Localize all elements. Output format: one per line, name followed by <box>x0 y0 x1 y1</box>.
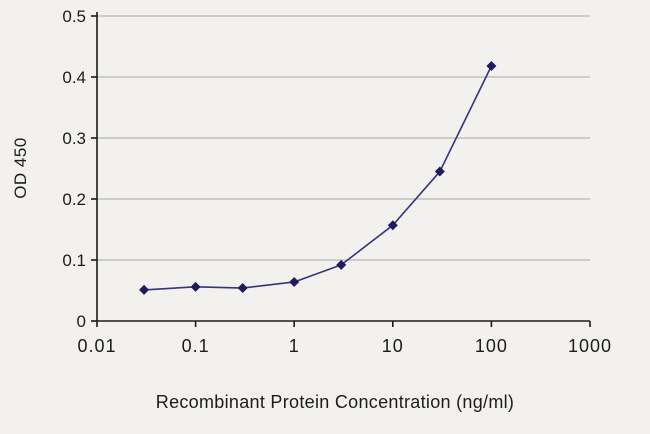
y-tick-label: 0.5 <box>62 7 86 26</box>
y-tick-label: 0.1 <box>62 251 86 270</box>
x-tick-label: 10 <box>382 336 404 356</box>
data-point-marker <box>336 259 347 270</box>
x-tick-label: 100 <box>475 336 508 356</box>
data-point-marker <box>289 276 300 287</box>
data-point-marker <box>190 281 201 292</box>
data-point-marker <box>139 284 150 295</box>
y-tick-label: 0.2 <box>62 190 86 209</box>
y-tick-label: 0.3 <box>62 129 86 148</box>
y-axis-label: OD 450 <box>11 137 30 199</box>
data-point-marker <box>486 61 497 72</box>
y-tick-label: 0.4 <box>62 68 86 87</box>
x-tick-label: 0.01 <box>77 336 116 356</box>
x-axis-label: Recombinant Protein Concentration (ng/ml… <box>155 392 515 412</box>
data-point-marker <box>387 220 398 231</box>
data-line <box>143 65 493 291</box>
x-tick-label: 0.1 <box>182 336 210 356</box>
y-tick-label: 0 <box>77 312 86 331</box>
data-point-marker <box>434 166 445 177</box>
x-tick-label: 1000 <box>568 336 612 356</box>
x-tick-label: 1 <box>289 336 300 356</box>
data-point-marker <box>237 283 248 294</box>
